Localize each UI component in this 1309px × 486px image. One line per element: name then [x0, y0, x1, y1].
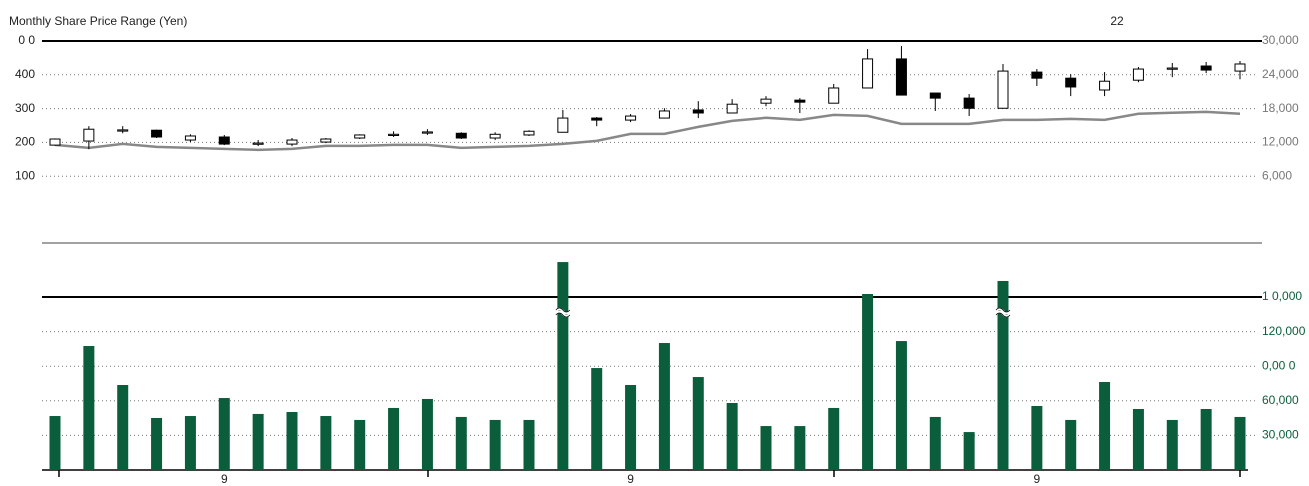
bar — [1099, 382, 1111, 470]
bar — [117, 384, 129, 470]
bar — [320, 416, 332, 470]
y-tick-label: 6,000 — [1262, 168, 1292, 182]
y-tick-label: 300 — [15, 101, 35, 115]
candle-body — [83, 128, 95, 142]
bar — [557, 262, 569, 470]
candle-body — [388, 133, 400, 136]
bar — [151, 417, 163, 470]
bar — [354, 419, 366, 470]
y-tick-label: 100 — [15, 168, 35, 182]
candle-body — [1166, 67, 1178, 70]
bar — [1200, 408, 1212, 470]
y-tick-label: 24,000 — [1262, 67, 1299, 81]
bar — [1031, 405, 1043, 470]
y-tick-label: 120,000 — [1262, 324, 1306, 338]
axis-break — [554, 307, 571, 318]
candle-body — [895, 58, 907, 96]
bar — [49, 416, 61, 470]
bar — [286, 411, 298, 470]
bar — [895, 341, 907, 470]
y-tick-label: 0,00 0 — [1262, 358, 1296, 372]
y-tick-label: 12,000 — [1262, 135, 1299, 149]
y-tick-label: 400 — [15, 67, 35, 81]
candle-body — [49, 138, 61, 146]
bar — [726, 402, 738, 470]
candle-body — [421, 131, 433, 134]
bar — [760, 426, 772, 470]
bar — [794, 426, 806, 470]
x-ticks — [58, 470, 1241, 477]
bar — [963, 432, 975, 470]
candle-body — [862, 58, 874, 89]
candle-body — [286, 139, 298, 145]
bar — [929, 416, 941, 470]
y-tick-label: 1 0,000 — [1262, 289, 1302, 303]
candle-body — [184, 135, 196, 141]
bar — [828, 407, 840, 470]
y-tick-label: 200 — [15, 135, 35, 149]
candle-body — [489, 133, 501, 139]
candle-body — [929, 92, 941, 99]
candle-body — [117, 129, 129, 132]
candle-body — [252, 142, 264, 145]
candle-body — [1200, 65, 1212, 71]
bar — [455, 416, 467, 470]
bar — [1132, 408, 1144, 470]
candle-body — [625, 115, 637, 121]
y-tick-label: 60,000 — [1262, 393, 1299, 407]
candle-body — [828, 87, 840, 104]
y-tick-label: 18,000 — [1262, 101, 1299, 115]
candle-body — [151, 129, 163, 138]
bar — [997, 280, 1009, 470]
bar — [658, 343, 670, 470]
bar — [388, 407, 400, 470]
candle-body — [658, 110, 670, 119]
bar — [625, 384, 637, 470]
annotation: 22 — [1110, 14, 1124, 28]
bar — [489, 419, 501, 470]
candle-body — [455, 132, 467, 139]
bar — [1166, 419, 1178, 470]
candle-body — [963, 97, 975, 109]
candle-body — [354, 134, 366, 139]
candle-body — [591, 117, 603, 121]
axis-break — [995, 307, 1011, 318]
candle-body — [1234, 63, 1246, 72]
candle-body — [1132, 68, 1144, 81]
candle-body — [218, 136, 230, 145]
bar — [1234, 416, 1246, 470]
line-series — [54, 110, 1241, 152]
candle-body — [1065, 77, 1077, 88]
axis-break — [555, 307, 571, 318]
candle-body — [726, 103, 738, 114]
candle-body — [1099, 80, 1111, 91]
candle-body — [1031, 71, 1043, 79]
bar — [591, 368, 603, 470]
y-tick-label: 30,000 — [1262, 33, 1299, 47]
y-tick-label: 0 0 — [18, 33, 35, 47]
bar — [184, 416, 196, 470]
bar — [692, 377, 704, 470]
bar — [83, 346, 95, 470]
x-tick-label: 9 — [1034, 472, 1041, 486]
bar — [421, 398, 433, 470]
candle-body — [794, 99, 806, 103]
x-tick-label: 9 — [221, 472, 228, 486]
bar — [1065, 419, 1077, 470]
x-tick-label: 9 — [627, 472, 634, 486]
chart-title: Monthly Share Price Range (Yen) — [9, 14, 187, 28]
candle-body — [557, 117, 569, 133]
bar — [218, 398, 230, 470]
bar — [862, 294, 874, 470]
candle-body — [692, 109, 704, 114]
candle-body — [523, 130, 535, 136]
y-tick-label: 30,000 — [1262, 428, 1299, 442]
bar — [252, 413, 264, 470]
axis-break — [995, 307, 1011, 318]
candle-body — [997, 70, 1009, 109]
candle-body — [320, 138, 332, 143]
candle-body — [760, 98, 772, 104]
bar — [523, 419, 535, 470]
